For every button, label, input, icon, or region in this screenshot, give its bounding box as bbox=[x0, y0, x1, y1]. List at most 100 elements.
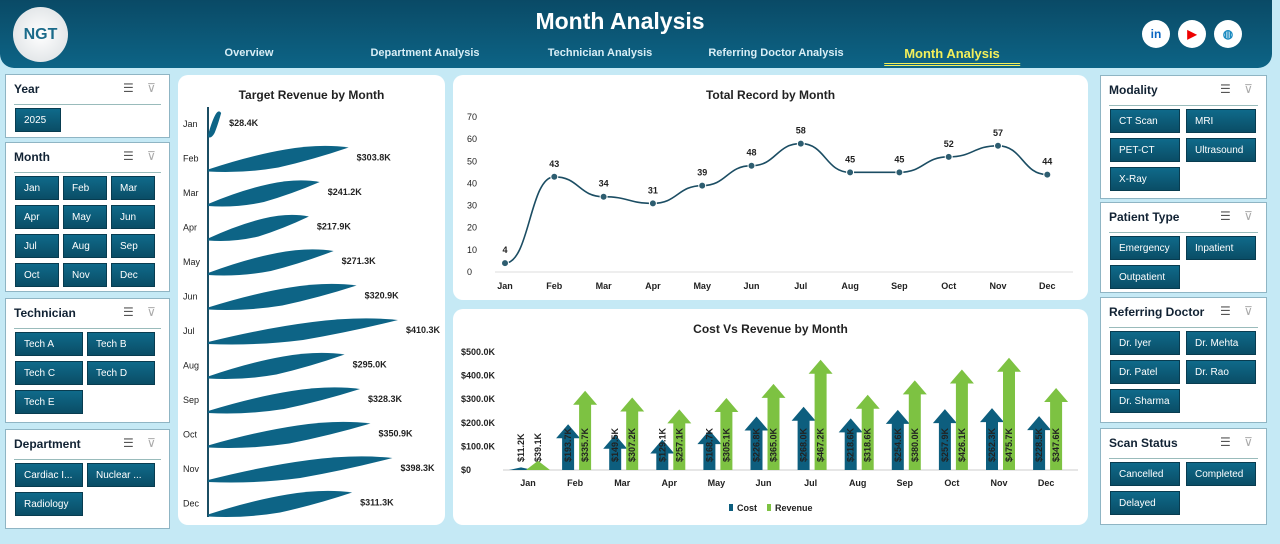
slicer-item[interactable]: Tech E bbox=[15, 390, 83, 414]
clear-filter-icon[interactable]: ⊽ bbox=[147, 305, 156, 319]
multi-select-icon[interactable]: ☰ bbox=[123, 305, 134, 319]
nav-overview[interactable]: Overview bbox=[224, 47, 274, 59]
category-label: Sep bbox=[897, 478, 914, 488]
data-label: 45 bbox=[845, 154, 855, 164]
slicer-item[interactable]: Completed bbox=[1186, 462, 1256, 486]
cost-arrow-bar bbox=[744, 416, 769, 470]
multi-select-icon[interactable]: ☰ bbox=[123, 81, 134, 95]
data-label: $303.8K bbox=[357, 153, 392, 163]
nav-referring-doctor-analysis[interactable]: Referring Doctor Analysis bbox=[708, 47, 844, 59]
data-label: $328.3K bbox=[368, 394, 403, 404]
category-label: Jul bbox=[794, 281, 807, 291]
y-tick-label: $300.0K bbox=[461, 394, 496, 404]
divider bbox=[1109, 232, 1258, 233]
category-label: Feb bbox=[183, 154, 199, 164]
slicer-item[interactable]: Mar bbox=[111, 176, 155, 200]
clear-filter-icon[interactable]: ⊽ bbox=[1244, 304, 1253, 318]
slicer-item[interactable]: Tech D bbox=[87, 361, 155, 385]
divider bbox=[14, 104, 161, 105]
slicer-item[interactable]: Dr. Sharma bbox=[1110, 389, 1180, 413]
multi-select-icon[interactable]: ☰ bbox=[1220, 209, 1231, 223]
slicer-item[interactable]: Jan bbox=[15, 176, 59, 200]
slicer-item[interactable]: Ultrasound bbox=[1186, 138, 1256, 162]
data-label: 4 bbox=[502, 245, 507, 255]
slicer-item[interactable]: X-Ray bbox=[1110, 167, 1180, 191]
slicer-item[interactable]: Jul bbox=[15, 234, 59, 258]
slicer-item[interactable]: Oct bbox=[15, 263, 59, 287]
slicer-item[interactable]: Inpatient bbox=[1186, 236, 1256, 260]
slicer-item[interactable]: Jun bbox=[111, 205, 155, 229]
category-label: Nov bbox=[183, 464, 200, 474]
slicer-title: Technician bbox=[14, 306, 76, 320]
slicer-item[interactable]: Tech A bbox=[15, 332, 83, 356]
slicer-item[interactable]: Tech B bbox=[87, 332, 155, 356]
revenue-wave-bar bbox=[208, 249, 334, 276]
category-label: Jan bbox=[497, 281, 513, 291]
slicer-item[interactable]: Dr. Rao bbox=[1186, 360, 1256, 384]
youtube-icon[interactable]: ▶ bbox=[1178, 20, 1206, 48]
linkedin-icon[interactable]: in bbox=[1142, 20, 1170, 48]
multi-select-icon[interactable]: ☰ bbox=[123, 436, 134, 450]
slicer-item[interactable]: May bbox=[63, 205, 107, 229]
target-revenue-chart: Target Revenue by Month Jan $28.4K Feb $303… bbox=[178, 75, 445, 525]
category-label: Apr bbox=[183, 223, 197, 233]
cost-arrow-bar bbox=[697, 430, 722, 470]
slicer-item[interactable]: Outpatient bbox=[1110, 265, 1180, 289]
slicer-item[interactable]: Dr. Patel bbox=[1110, 360, 1180, 384]
slicer-item[interactable]: Radiology bbox=[15, 492, 83, 516]
clear-filter-icon[interactable]: ⊽ bbox=[147, 81, 156, 95]
slicer-item[interactable]: Tech C bbox=[15, 361, 83, 385]
revenue-arrow-bar bbox=[667, 409, 692, 470]
clear-filter-icon[interactable]: ⊽ bbox=[147, 149, 156, 163]
slicer-title: Scan Status bbox=[1109, 436, 1178, 450]
category-label: Dec bbox=[1039, 281, 1056, 291]
category-label: Jul bbox=[804, 478, 817, 488]
slicer-referring-doctor: Referring Doctor ☰ ⊽ Dr. Iyer Dr. Mehta Dr.… bbox=[1100, 297, 1267, 423]
slicer-item[interactable]: Feb bbox=[63, 176, 107, 200]
data-label: $380.0K bbox=[910, 427, 920, 462]
multi-select-icon[interactable]: ☰ bbox=[1220, 82, 1231, 96]
slicer-item[interactable]: Nov bbox=[63, 263, 107, 287]
divider bbox=[14, 328, 161, 329]
clear-filter-icon[interactable]: ⊽ bbox=[1244, 209, 1253, 223]
clear-filter-icon[interactable]: ⊽ bbox=[1244, 82, 1253, 96]
data-point bbox=[698, 181, 707, 190]
clear-filter-icon[interactable]: ⊽ bbox=[1244, 435, 1253, 449]
multi-select-icon[interactable]: ☰ bbox=[123, 149, 134, 163]
data-label: $398.3K bbox=[400, 463, 435, 473]
category-label: Jun bbox=[183, 292, 198, 302]
slicer-item[interactable]: Dr. Mehta bbox=[1186, 331, 1256, 355]
slicer-item[interactable]: Sep bbox=[111, 234, 155, 258]
slicer-item[interactable]: 2025 bbox=[15, 108, 61, 132]
slicer-item[interactable]: Dec bbox=[111, 263, 155, 287]
nav-department-analysis[interactable]: Department Analysis bbox=[370, 47, 480, 59]
multi-select-icon[interactable]: ☰ bbox=[1220, 304, 1231, 318]
slicer-item[interactable]: Apr bbox=[15, 205, 59, 229]
slicer-title: Department bbox=[14, 437, 81, 451]
slicer-item[interactable]: PET-CT bbox=[1110, 138, 1180, 162]
category-label: Sep bbox=[183, 395, 199, 405]
nav-month-analysis[interactable]: Month Analysis bbox=[884, 46, 1020, 66]
category-label: Mar bbox=[183, 188, 199, 198]
nav-technician-analysis[interactable]: Technician Analysis bbox=[547, 47, 653, 59]
multi-select-icon[interactable]: ☰ bbox=[1220, 435, 1231, 449]
data-label: $129.1K bbox=[657, 427, 667, 462]
clear-filter-icon[interactable]: ⊽ bbox=[147, 436, 156, 450]
slicer-item[interactable]: CT Scan bbox=[1110, 109, 1180, 133]
legend-swatch bbox=[767, 504, 771, 511]
slicer-item[interactable]: Emergency bbox=[1110, 236, 1180, 260]
slicer-item[interactable]: Cardiac I... bbox=[15, 463, 83, 487]
data-label: 39 bbox=[697, 168, 707, 178]
slicer-item[interactable]: Dr. Iyer bbox=[1110, 331, 1180, 355]
slicer-item[interactable]: Aug bbox=[63, 234, 107, 258]
slicer-item[interactable]: Cancelled bbox=[1110, 462, 1180, 486]
slicer-item[interactable]: MRI bbox=[1186, 109, 1256, 133]
slicer-item[interactable]: Delayed bbox=[1110, 491, 1180, 515]
category-label: May bbox=[708, 478, 726, 488]
data-label: 31 bbox=[648, 185, 658, 195]
data-label: $228.5K bbox=[1034, 427, 1044, 462]
category-label: Sep bbox=[891, 281, 908, 291]
slicer-item[interactable]: Nuclear ... bbox=[87, 463, 155, 487]
globe-icon[interactable]: ◍ bbox=[1214, 20, 1242, 48]
data-point bbox=[747, 161, 756, 170]
